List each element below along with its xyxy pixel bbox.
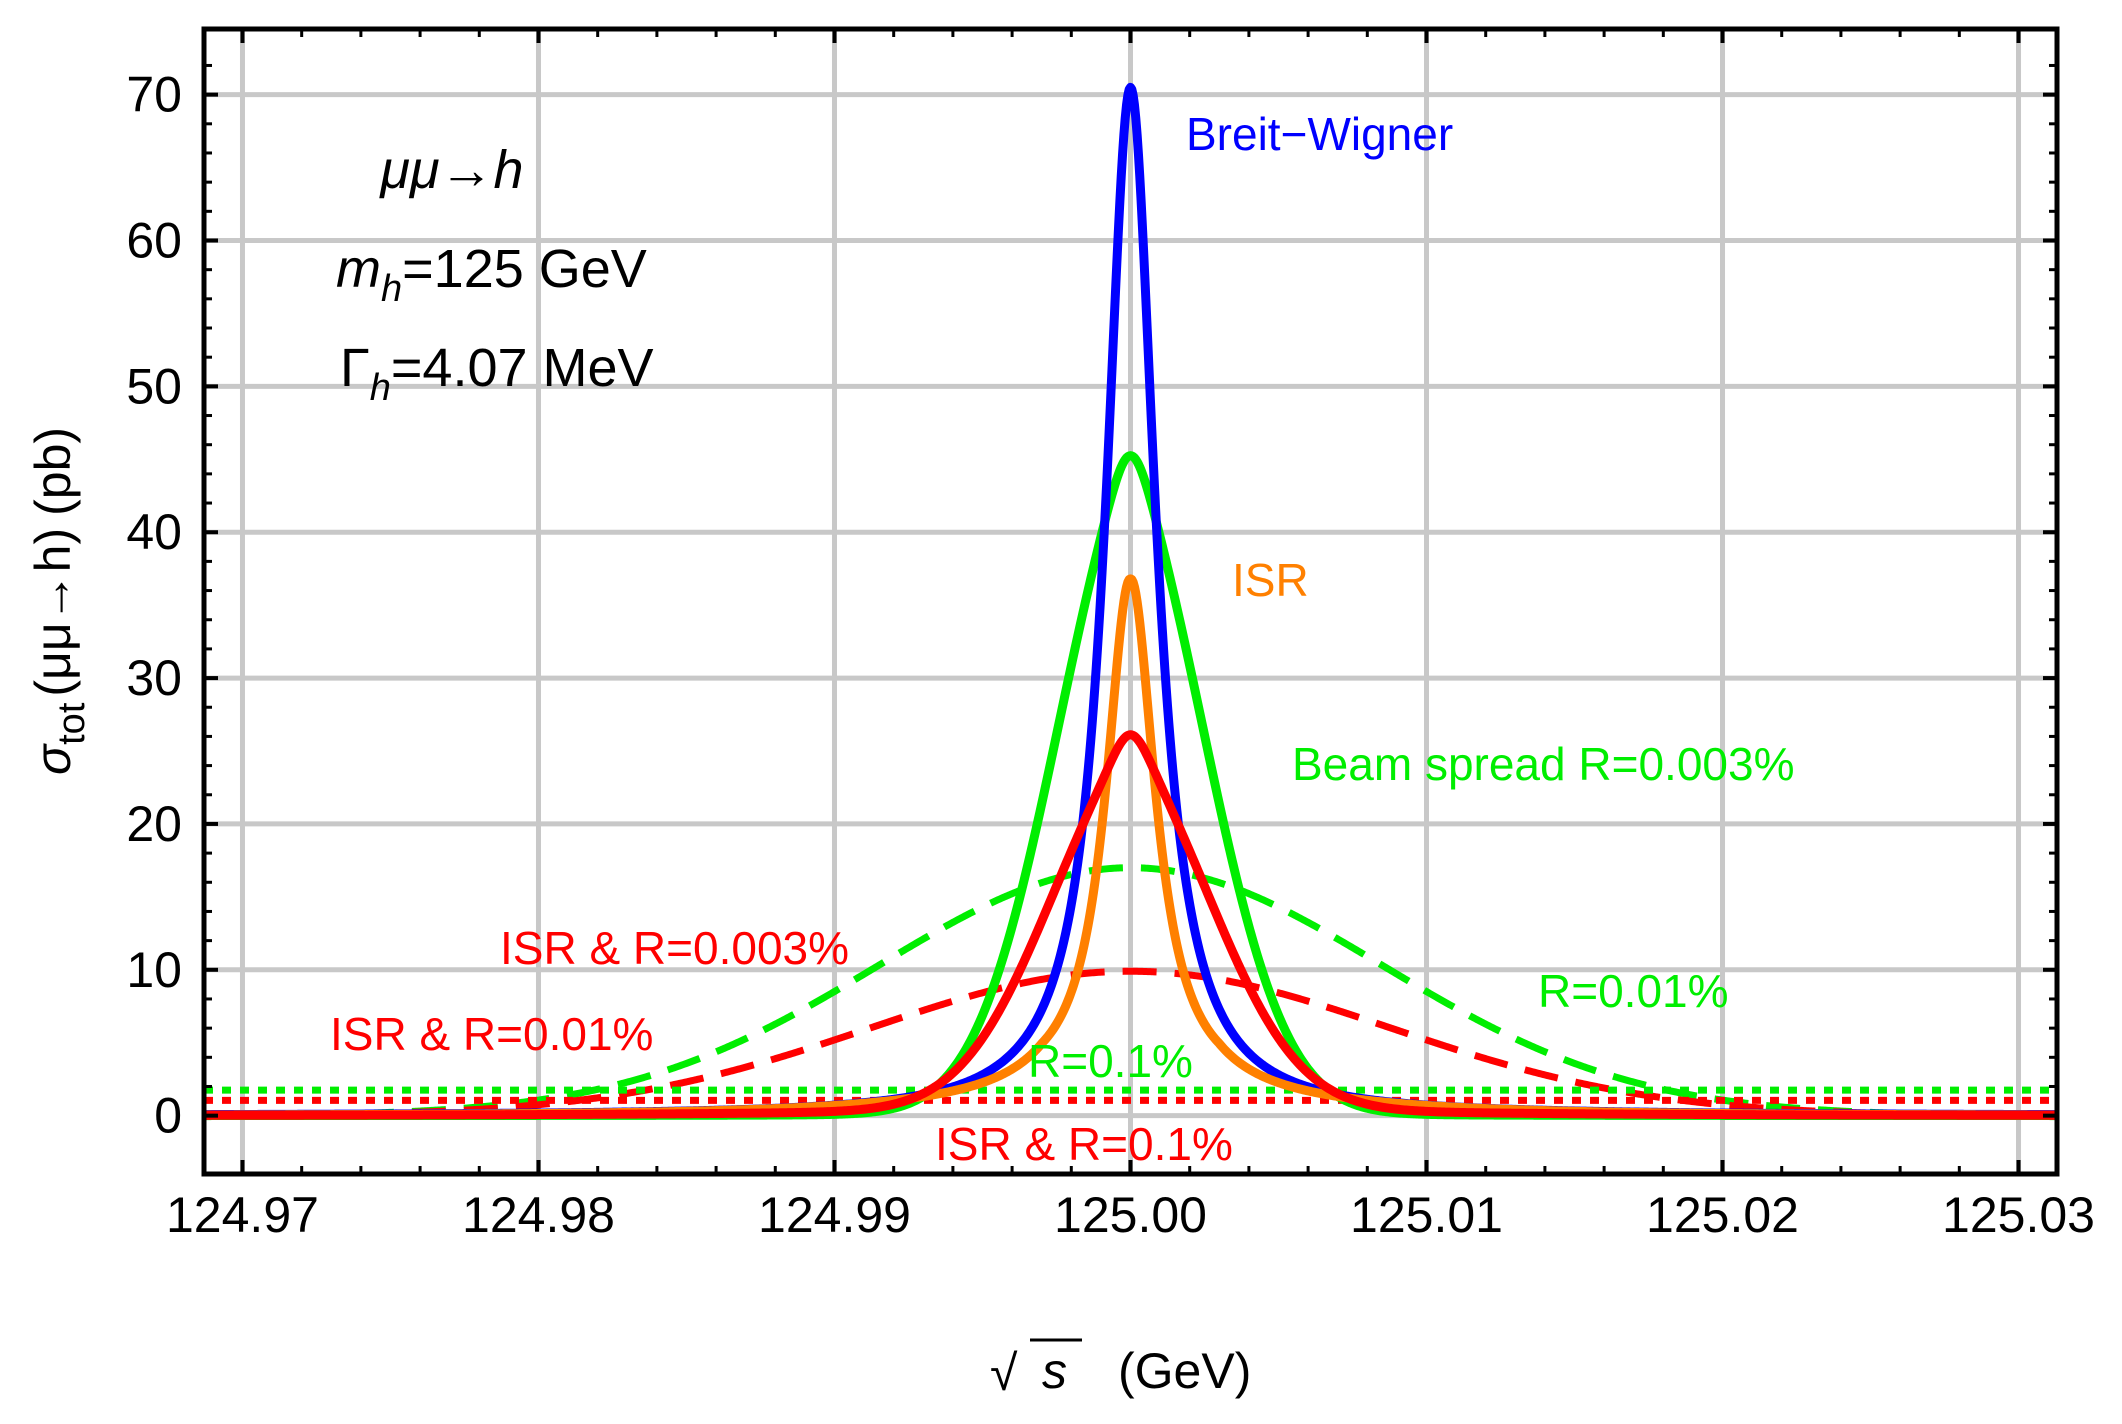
y-tick-label: 50 bbox=[126, 358, 182, 414]
x-tick-label: 125.01 bbox=[1350, 1187, 1503, 1243]
mass-subscript: h bbox=[381, 268, 402, 310]
higgs-width-label: Γh=4.07 MeV bbox=[340, 338, 654, 409]
x-title-unit: (GeV) bbox=[1118, 1343, 1251, 1399]
x-tick-label: 124.98 bbox=[462, 1187, 615, 1243]
annotation-r01: R=0.1% bbox=[1028, 1035, 1193, 1087]
y-tick-label: 10 bbox=[126, 942, 182, 998]
x-tick-labels: 124.97 124.98 124.99 125.00 125.01 125.02 125.… bbox=[166, 1187, 2095, 1243]
mass-value: =125 GeV bbox=[402, 239, 647, 299]
process-label: μμ→h bbox=[378, 140, 523, 200]
annotation-breit-wigner: Breit−Wigner bbox=[1186, 108, 1453, 160]
y-tick-labels: 0 10 20 30 40 50 60 70 bbox=[126, 67, 182, 1144]
x-title-symbol: s bbox=[1042, 1343, 1067, 1399]
header-annotation: μμ→h mh=125 GeV Γh=4.07 MeV bbox=[336, 140, 654, 409]
width-symbol: Γ bbox=[340, 338, 370, 398]
curve-annotations: Breit−Wigner ISR Beam spread R=0.003% IS… bbox=[330, 108, 1794, 1170]
annotation-isr-r0003: ISR & R=0.003% bbox=[500, 922, 849, 974]
y-title-unit: (pb) bbox=[25, 427, 81, 516]
x-tick-label: 125.00 bbox=[1054, 1187, 1207, 1243]
higgs-mass-label: mh=125 GeV bbox=[336, 239, 647, 310]
annotation-beam-spread: Beam spread R=0.003% bbox=[1292, 738, 1794, 790]
mass-symbol: m bbox=[336, 239, 381, 299]
width-subscript: h bbox=[370, 367, 391, 409]
data-series bbox=[204, 82, 2057, 1121]
series-line-isr-r-0-01- bbox=[204, 967, 2057, 1119]
y-title-process: (μμ→h) bbox=[25, 528, 81, 697]
x-axis-title: √ s (GeV) bbox=[990, 1338, 1251, 1401]
y-tick-label: 40 bbox=[126, 504, 182, 560]
annotation-isr: ISR bbox=[1232, 554, 1309, 606]
annotation-r001: R=0.01% bbox=[1538, 965, 1729, 1017]
x-tick-label: 125.02 bbox=[1646, 1187, 1799, 1243]
width-value: =4.07 MeV bbox=[391, 338, 654, 398]
axis-ticks bbox=[204, 29, 2057, 1174]
y-tick-label: 0 bbox=[154, 1088, 182, 1144]
x-tick-label: 124.97 bbox=[166, 1187, 319, 1243]
y-tick-label: 60 bbox=[126, 212, 182, 268]
y-tick-label: 30 bbox=[126, 650, 182, 706]
x-tick-label: 125.03 bbox=[1942, 1187, 2095, 1243]
y-title-subscript: tot bbox=[51, 702, 93, 745]
y-title-symbol: σ bbox=[25, 743, 81, 775]
annotation-isr-r01: ISR & R=0.1% bbox=[935, 1118, 1233, 1170]
y-tick-label: 70 bbox=[126, 67, 182, 123]
y-tick-label: 20 bbox=[126, 796, 182, 852]
annotation-isr-r001: ISR & R=0.01% bbox=[330, 1008, 653, 1060]
x-tick-label: 124.99 bbox=[758, 1187, 911, 1243]
series-line-isr-r-0-003- bbox=[204, 730, 2057, 1120]
y-axis-title: σtot (μμ→h) (pb) bbox=[25, 427, 93, 775]
x-title-root: √ bbox=[990, 1345, 1018, 1401]
